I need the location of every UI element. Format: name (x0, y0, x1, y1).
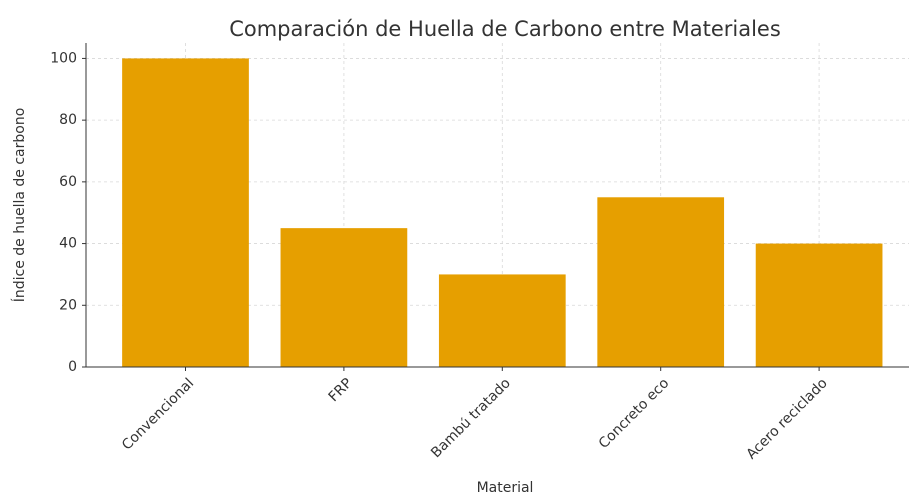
x-axis-label: Material (477, 480, 534, 496)
bar (755, 243, 883, 367)
x-tick-label: Convencional (119, 375, 197, 453)
y-tick-label: 100 (50, 50, 77, 66)
bar (597, 197, 725, 367)
x-tick-label: FRP (326, 375, 356, 405)
x-tick-label: Acero reciclado (744, 375, 831, 462)
y-tick-label: 40 (59, 236, 77, 252)
y-tick-label: 20 (59, 297, 77, 313)
y-tick-label: 0 (68, 359, 77, 375)
y-axis-label: Índice de huella de carbono (11, 108, 28, 303)
x-tick-label: Bambú tratado (428, 375, 514, 461)
bar (280, 228, 408, 367)
x-tick-label: Concreto eco (596, 375, 673, 452)
y-tick-label: 80 (59, 112, 77, 128)
bar (122, 58, 249, 368)
bar (438, 274, 566, 367)
y-tick-label: 60 (59, 174, 77, 190)
chart-title: Comparación de Huella de Carbono entre M… (229, 17, 781, 41)
